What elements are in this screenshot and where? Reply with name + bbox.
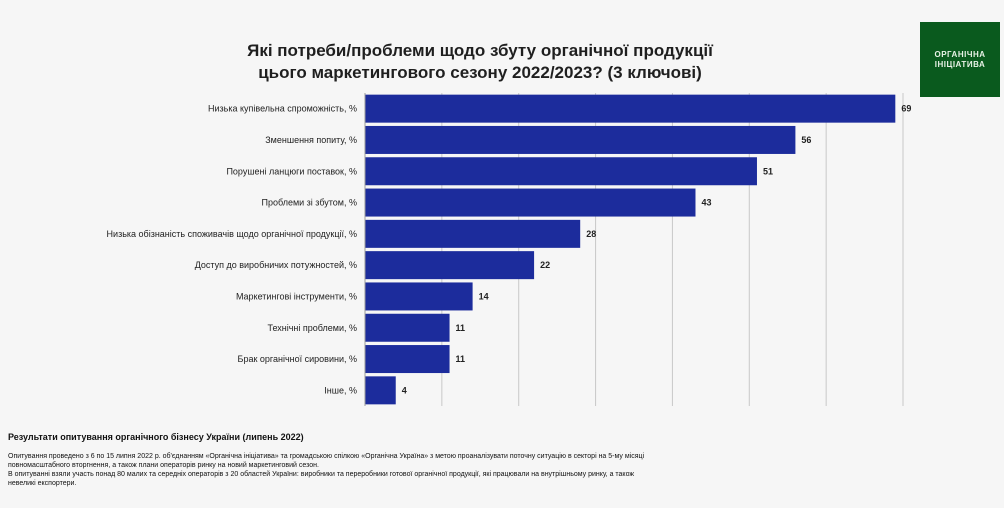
category-label: Низька купівельна спроможність, % <box>208 104 357 114</box>
bar <box>365 219 581 248</box>
value-label: 69 <box>901 104 911 114</box>
footer-line-4: невеликі експортери. <box>8 480 77 487</box>
category-label: Технічні проблеми, % <box>267 323 357 333</box>
value-label: 43 <box>701 198 711 208</box>
value-label: 28 <box>586 229 596 239</box>
category-label: Інше, % <box>324 385 357 395</box>
chart-title-line-2: цього маркетингового сезону 2022/2023? (… <box>258 63 702 82</box>
bar <box>365 313 450 342</box>
category-label: Проблеми зі збутом, % <box>261 198 357 208</box>
bar <box>365 345 450 374</box>
bar <box>365 251 535 280</box>
bar-chart: Низька купівельна спроможність, % 69 Зменш… <box>107 93 911 406</box>
footer-line-2: повномасштабного вторгнення, а також пла… <box>8 462 319 469</box>
category-label: Низька обізнаність споживачів щодо орган… <box>107 229 357 239</box>
value-label: 56 <box>801 135 811 145</box>
footer-line-3: В опитуванні взяли участь понад 80 малих… <box>8 471 635 478</box>
category-label: Порушені ланцюги поставок, % <box>226 166 357 176</box>
value-label: 22 <box>540 260 550 270</box>
logo-line-2: ІНІЦІАТИВА <box>934 59 986 69</box>
bar <box>365 282 473 311</box>
footer-heading: Результати опитування органічного бізнес… <box>8 432 304 442</box>
bar <box>365 125 796 154</box>
category-label: Маркетингові інструменти, % <box>236 291 357 301</box>
value-label: 51 <box>763 166 773 176</box>
bar <box>365 376 396 405</box>
logo-line-1: ОРГАНІЧНА <box>934 49 986 59</box>
value-label: 14 <box>479 291 489 301</box>
value-label: 11 <box>456 354 466 364</box>
bar <box>365 188 696 217</box>
category-label: Брак органічної сировини, % <box>238 354 357 364</box>
category-label: Зменшення попиту, % <box>265 135 357 145</box>
bar <box>365 94 896 123</box>
organic-initiative-logo: ОРГАНІЧНА ІНІЦІАТИВА <box>920 22 1000 97</box>
chart-title: Які потреби/проблеми щодо збуту органічн… <box>180 40 780 84</box>
bar <box>365 157 757 186</box>
survey-footer: Результати опитування органічного бізнес… <box>8 432 998 488</box>
chart-title-line-1: Які потреби/проблеми щодо збуту органічн… <box>247 41 713 60</box>
value-label: 4 <box>402 385 407 395</box>
category-label: Доступ до виробничих потужностей, % <box>195 260 357 270</box>
value-label: 11 <box>456 323 466 333</box>
footer-line-1: Опитування проведено з 6 по 15 липня 202… <box>8 453 645 460</box>
